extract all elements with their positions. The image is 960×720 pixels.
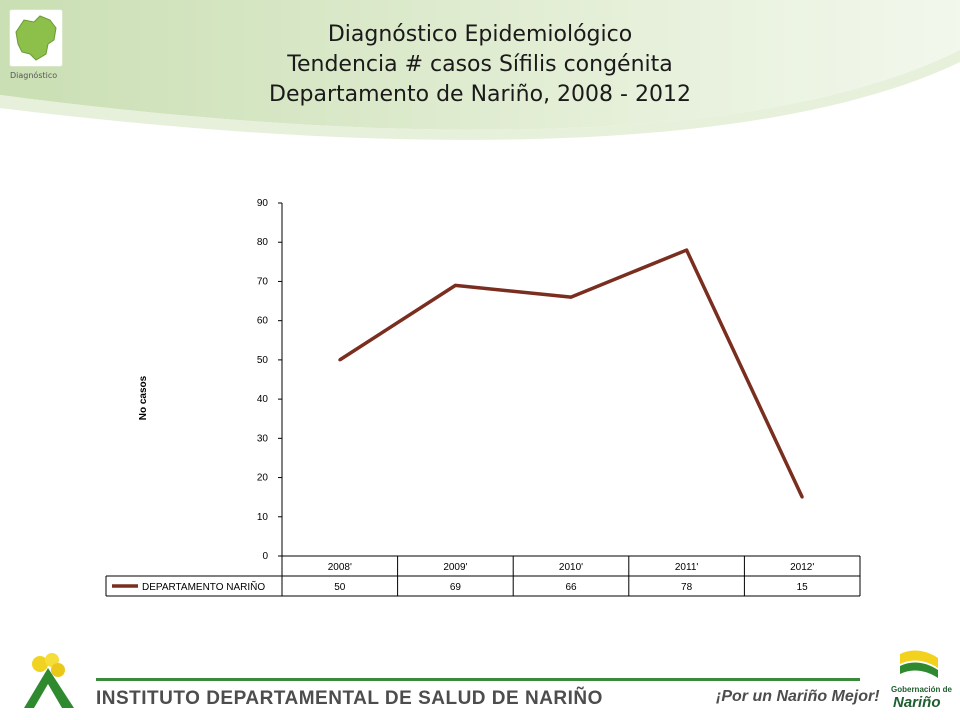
y-tick-label: 50 [257, 355, 269, 366]
data-point [453, 283, 457, 287]
x-category-label: 2011' [675, 562, 699, 573]
y-tick-label: 10 [257, 512, 269, 523]
title-line-1: Diagnóstico Epidemiológico [327, 22, 633, 47]
y-tick-label: 60 [257, 316, 269, 327]
gobernacion-label: Gobernación de [891, 685, 952, 694]
header-swoosh [0, 0, 960, 140]
data-point [569, 295, 573, 299]
series-lines [338, 248, 804, 499]
page-title: Diagnóstico Epidemiológico Tendencia # c… [160, 20, 800, 110]
table-value: 50 [334, 582, 346, 593]
y-tick-label: 70 [257, 276, 269, 287]
institute-name: INSTITUTO DEPARTAMENTAL DE SALUD DE NARI… [96, 688, 603, 709]
data-point [338, 358, 342, 362]
y-axis-label: No casos [138, 375, 149, 420]
y-tick-label: 30 [257, 433, 269, 444]
legend-series-name: DEPARTAMENTO NARIÑO [142, 580, 265, 593]
table-value: 15 [797, 582, 809, 593]
map-icon [15, 15, 57, 61]
y-tick-label: 0 [262, 551, 268, 562]
data-table: 2008' 2009' 2010' 2011' 2012' DEPARTAMENTO NA… [105, 555, 861, 597]
slogan: ¡Por un Nariño Mejor! [716, 688, 880, 705]
gobernacion-name: Nariño [893, 694, 941, 711]
gobernacion-flag-icon [900, 650, 938, 678]
logo-caption: Diagnóstico [10, 71, 58, 80]
flower-logo-icon [24, 653, 74, 708]
x-category-label: 2009' [443, 562, 467, 573]
y-tick-label: 20 [257, 473, 269, 484]
data-point [685, 248, 689, 252]
x-category-label: 2008' [328, 562, 352, 573]
y-tick-label: 90 [257, 198, 269, 209]
y-axis: 0 10 20 30 40 50 60 70 80 90 [257, 198, 283, 562]
table-value: 66 [565, 582, 577, 593]
title-line-2: Tendencia # casos Sífilis congénita [287, 52, 673, 77]
x-category-label: 2010' [559, 562, 583, 573]
table-value: 78 [681, 582, 693, 593]
department-map-logo [9, 9, 63, 67]
data-point [800, 495, 804, 499]
title-line-3: Departamento de Nariño, 2008 - 2012 [269, 82, 691, 107]
footer-divider [96, 678, 860, 681]
y-tick-label: 80 [257, 237, 269, 248]
x-category-label: 2012' [790, 562, 814, 573]
y-tick-label: 40 [257, 394, 269, 405]
table-value: 69 [450, 582, 462, 593]
series-line [338, 248, 804, 498]
